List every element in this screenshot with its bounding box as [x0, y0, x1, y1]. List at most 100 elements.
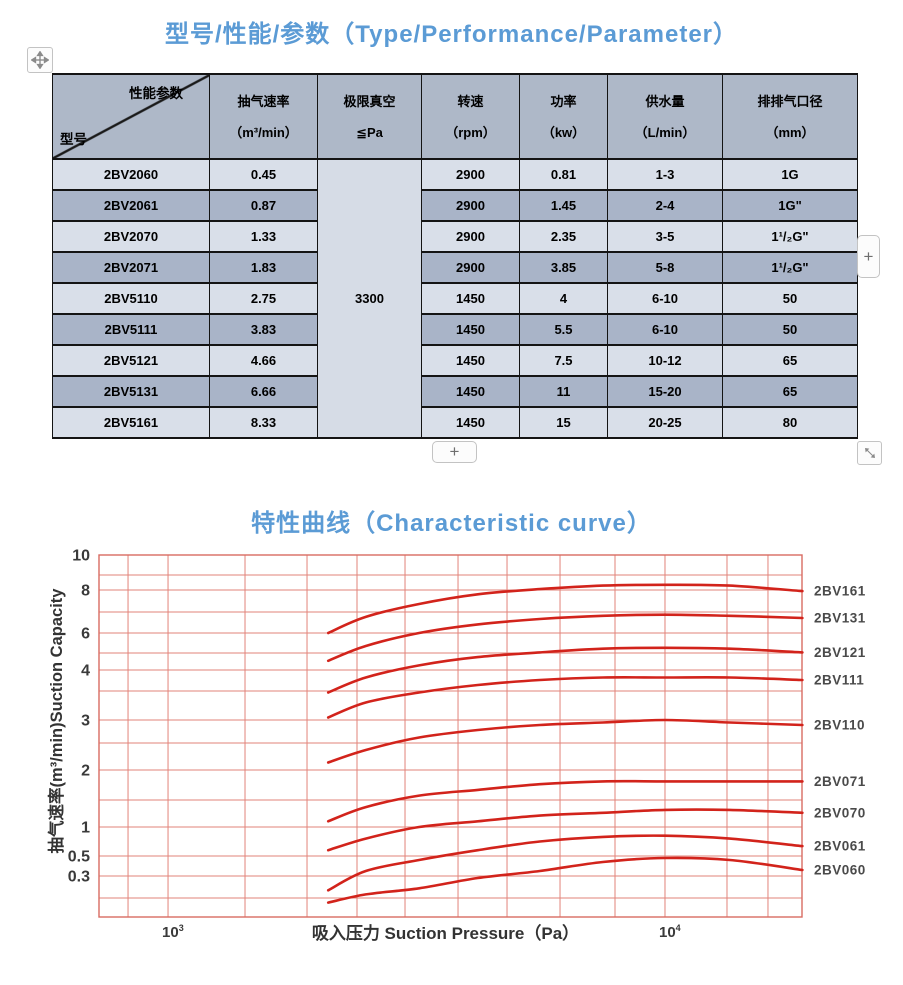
column-name: 功率: [550, 93, 577, 109]
y-tick-label: 0.5: [68, 849, 90, 866]
cell-port: 1G": [722, 189, 858, 222]
cell-port: 65: [722, 344, 858, 377]
cell-suction: 1.33: [209, 220, 318, 253]
table-move-handle[interactable]: [27, 47, 53, 73]
cell-speed: 2900: [421, 220, 520, 253]
table-row: 2BV2061 0.87 2900 1.45 2-4 1G": [52, 189, 858, 222]
table-header-row: 性能参数 型号 抽气速率 （m³/min） 极限真空 ≦Pa 转速 （rpm） 功率 （kw） 供水…: [52, 73, 858, 160]
cell-port: 50: [722, 282, 858, 315]
cell-water: 6-10: [607, 313, 723, 346]
cell-suction: 6.66: [209, 375, 318, 408]
page-title-curve: 特性曲线（Characteristic curve）: [251, 510, 652, 537]
curve-2BV121: [326, 646, 804, 694]
cell-water: 3-5: [607, 220, 723, 253]
cell-power: 11: [519, 375, 608, 408]
cell-suction: 0.45: [209, 158, 318, 191]
cell-model: 2BV5161: [52, 406, 210, 439]
column-unit: （mm）: [765, 124, 815, 140]
table-row: 2BV2071 1.83 2900 3.85 5-8 1¹/₂G": [52, 251, 858, 284]
cell-port: 50: [722, 313, 858, 346]
add-row-button[interactable]: +: [432, 441, 477, 463]
column-header-4: 供水量 （L/min）: [607, 73, 723, 160]
curve-label-2BV110: 2BV110: [814, 717, 865, 732]
cell-water: 2-4: [607, 189, 723, 222]
column-name: 排排气口径: [757, 93, 823, 109]
column-header-5: 排排气口径 （mm）: [722, 73, 858, 160]
cell-power: 5.5: [519, 313, 608, 346]
column-name: 转速: [457, 93, 484, 109]
table-row: 2BV5131 6.66 1450 11 15-20 65: [52, 375, 858, 408]
cell-power: 0.81: [519, 158, 608, 191]
cell-water: 15-20: [607, 375, 723, 408]
y-tick-label: 10: [72, 548, 90, 565]
cell-water: 1-3: [607, 158, 723, 191]
cell-model: 2BV2071: [52, 251, 210, 284]
y-tick-label: 1: [81, 820, 90, 837]
y-axis-title: 抽气速率(m³/min)Suction Capacity: [46, 588, 66, 854]
column-unit: （rpm）: [445, 124, 496, 140]
table-row: 2BV2070 1.33 2900 2.35 3-5 1¹/₂G": [52, 220, 858, 253]
add-column-button[interactable]: +: [857, 235, 880, 278]
column-name: 抽气速率: [237, 93, 290, 109]
y-tick-label: 0.3: [68, 868, 90, 885]
column-unit: （kw）: [541, 124, 586, 140]
curve-2BV060: [326, 856, 804, 904]
curve-2BV070: [326, 808, 804, 852]
cell-power: 1.45: [519, 189, 608, 222]
move-icon: [31, 51, 49, 69]
curve-label-2BV071: 2BV071: [814, 774, 866, 789]
column-unit: ≦Pa: [356, 124, 383, 140]
cell-speed: 2900: [421, 189, 520, 222]
x-tick-label: 103: [162, 923, 184, 941]
cell-suction: 1.83: [209, 251, 318, 284]
x-tick-label: 104: [659, 923, 681, 941]
curve-label-2BV131: 2BV131: [814, 610, 866, 625]
curve-2BV111: [326, 676, 804, 719]
column-header-0: 抽气速率 （m³/min）: [209, 73, 318, 160]
curve-2BV110: [326, 718, 804, 764]
cell-water: 10-12: [607, 344, 723, 377]
y-tick-label: 8: [81, 583, 90, 600]
corner-header-cell: 性能参数 型号: [52, 73, 210, 160]
y-tick-label: 6: [81, 626, 90, 643]
cell-model: 2BV5121: [52, 344, 210, 377]
curve-2BV061: [326, 834, 804, 892]
cell-power: 4: [519, 282, 608, 315]
table-row: 2BV2060 0.45 3300 2900 0.81 1-3 1G: [52, 158, 858, 439]
curve-label-2BV060: 2BV060: [814, 862, 866, 877]
cell-port: 1¹/₂G": [722, 220, 858, 253]
table-row: 2BV5111 3.83 1450 5.5 6-10 50: [52, 313, 858, 346]
spec-table-container: 性能参数 型号 抽气速率 （m³/min） 极限真空 ≦Pa 转速 （rpm） 功率 （kw） 供水…: [52, 73, 858, 439]
cell-suction: 0.87: [209, 189, 318, 222]
cell-model: 2BV2070: [52, 220, 210, 253]
cell-power: 15: [519, 406, 608, 439]
cell-speed: 1450: [421, 313, 520, 346]
plot-border: [98, 554, 803, 918]
cell-suction: 4.66: [209, 344, 318, 377]
cell-speed: 2900: [421, 251, 520, 284]
curve-chart-svg: 10 8 6 4 3 2 1 0.5 0.3 103 104 吸入压力 Suction Pressur…: [46, 548, 866, 944]
column-header-2: 转速 （rpm）: [421, 73, 520, 160]
cell-speed: 1450: [421, 375, 520, 408]
curve-label-2BV161: 2BV161: [814, 584, 866, 599]
cell-water: 6-10: [607, 282, 723, 315]
y-tick-label: 4: [81, 663, 90, 680]
table-row: 2BV5121 4.66 1450 7.5 10-12 65: [52, 344, 858, 377]
cell-speed: 1450: [421, 344, 520, 377]
cell-port: 80: [722, 406, 858, 439]
page-title-parameters: 型号/性能/参数（Type/Performance/Parameter）: [164, 21, 739, 48]
cell-model: 2BV2061: [52, 189, 210, 222]
diagonal-divider: [53, 75, 209, 158]
cell-port: 1¹/₂G": [722, 251, 858, 284]
cell-model: 2BV2060: [52, 158, 210, 191]
column-unit: （L/min）: [634, 124, 696, 140]
pump-spec-table: 性能参数 型号 抽气速率 （m³/min） 极限真空 ≦Pa 转速 （rpm） 功率 （kw） 供水…: [52, 73, 858, 439]
cell-port: 1G: [722, 158, 858, 191]
table-resize-handle[interactable]: [857, 441, 882, 465]
characteristic-curve-chart: 10 8 6 4 3 2 1 0.5 0.3 103 104 吸入压力 Suction Pressur…: [0, 540, 903, 970]
curve-label-2BV061: 2BV061: [814, 839, 866, 854]
column-name: 极限真空: [343, 93, 396, 109]
x-axis-title: 吸入压力 Suction Pressure（Pa）: [312, 923, 579, 943]
curve-2BV131: [326, 613, 804, 663]
y-tick-label: 2: [81, 762, 90, 779]
